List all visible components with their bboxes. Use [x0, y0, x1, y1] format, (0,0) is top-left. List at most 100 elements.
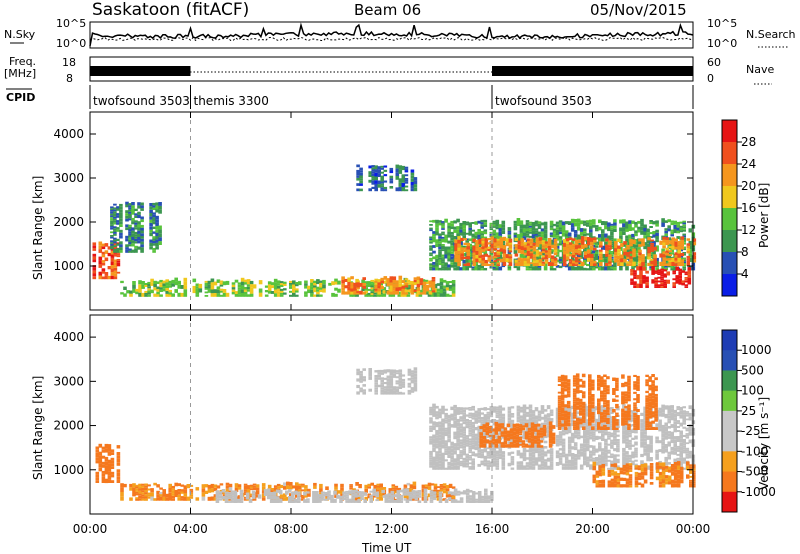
cell-afternoon-band-outer — [625, 235, 629, 239]
cell-ground-scatter-near — [312, 495, 316, 499]
cell-afternoon-band-core — [608, 242, 612, 246]
cell-afternoon-band-outer — [549, 225, 554, 228]
cell-afternoon-band-outer — [552, 223, 557, 227]
cell-near-range-band — [442, 294, 447, 297]
cell-near-range-band — [159, 287, 163, 290]
cell-evening-strong — [675, 275, 679, 280]
cell-afternoon-gs — [456, 454, 460, 458]
cell-evening-strong — [645, 279, 649, 283]
cell-afternoon-gs — [516, 419, 521, 423]
cell-evening-strong — [657, 269, 661, 272]
cell-afternoon-band-outer — [549, 249, 554, 252]
cell-afternoon-band-outer — [610, 235, 614, 238]
cell-afternoon-gs — [531, 451, 536, 455]
cell-midday-strong — [359, 282, 363, 287]
cell-near-range-band — [243, 483, 248, 486]
cell-afternoon-band-core — [665, 250, 669, 253]
cell-arc-3000 — [371, 165, 375, 168]
cell-early-echo — [107, 246, 112, 250]
cell-pre-dawn-patches — [128, 229, 132, 232]
cell-near-range-band — [243, 287, 248, 290]
cell-afternoon-flow — [512, 439, 517, 444]
cell-afternoon-gs — [495, 464, 500, 466]
cell-afternoon-band-core — [487, 255, 492, 258]
cell-early-echo — [104, 461, 109, 466]
cell-afternoon-gs — [507, 410, 512, 414]
cell-evening-strong — [687, 270, 692, 275]
cell-afternoon-band-outer — [432, 245, 436, 248]
cell-afternoon-gs — [498, 448, 503, 451]
cell-afternoon-band-core — [532, 257, 537, 261]
cell-afternoon-gs — [549, 465, 554, 468]
cell-afternoon-gs — [468, 458, 472, 461]
cell-afternoon-band-outer — [441, 263, 445, 266]
cell-afternoon-gs — [438, 447, 442, 451]
cell-evening-strong — [630, 281, 634, 285]
nsearch-label: N.Search — [746, 28, 796, 41]
cell-afternoon-gs — [592, 433, 596, 436]
cell-afternoon-band-outer — [492, 222, 497, 225]
cell-midday-strong — [389, 288, 394, 292]
cell-afternoon-gs — [555, 434, 560, 439]
cell-ground-scatter-near — [393, 500, 398, 503]
y-tick-label: 1000 — [53, 259, 84, 273]
cell-arc-3000 — [410, 169, 415, 173]
cell-afternoon-band-outer — [441, 254, 445, 257]
cell-afternoon-flow — [509, 444, 514, 448]
cell-afternoon-band-outer — [682, 237, 686, 240]
cell-afternoon-gs — [438, 463, 442, 467]
cell-afternoon-band-outer — [534, 228, 539, 231]
cell-near-range-band — [364, 496, 368, 501]
cell-afternoon-gs — [682, 457, 686, 460]
cell-afternoon-gs — [564, 460, 569, 464]
cell-arc-3000 — [386, 388, 391, 392]
cell-afternoon-gs — [558, 443, 563, 446]
cell-afternoon-band-core — [496, 242, 501, 245]
cell-arc-3000 — [359, 180, 363, 184]
cell-afternoon-gs — [576, 457, 581, 460]
cell-near-range-band — [183, 285, 188, 290]
cell-afternoon-gs — [540, 425, 545, 429]
cell-afternoon-gs — [447, 465, 451, 470]
cell-near-range-band — [406, 287, 411, 290]
cell-near-range-band — [421, 279, 426, 283]
cell-afternoon-flow — [482, 424, 487, 429]
cell-afternoon-band-outer — [570, 223, 575, 228]
cell-near-range-band — [270, 285, 275, 289]
cell-afternoon-gs — [676, 420, 680, 423]
cell-afternoon-gs — [610, 409, 614, 412]
cell-near-range-band — [195, 294, 200, 297]
cell-afternoon-band-core — [496, 238, 501, 241]
cell-ground-scatter-near — [294, 490, 298, 495]
cell-afternoon-band-outer — [441, 228, 445, 230]
cell-afternoon-band-core — [478, 252, 482, 256]
cell-afternoon-band-core — [638, 249, 642, 253]
cell-afternoon-band-outer — [607, 235, 611, 240]
cell-early-echo — [104, 456, 109, 462]
cell-afternoon-gs — [592, 453, 596, 456]
cell-afternoon-band-core — [629, 241, 633, 244]
cell-early-echo — [113, 270, 118, 274]
cell-near-range-band — [433, 486, 438, 490]
cell-afternoon-band-core — [517, 257, 522, 262]
cell-afternoon-band-outer — [682, 253, 686, 256]
cell-evening-strong — [666, 271, 670, 276]
cell-afternoon-gs — [486, 454, 491, 457]
cell-afternoon-band-outer — [625, 266, 629, 271]
cell-afternoon-band-outer — [682, 235, 686, 238]
cell-ground-scatter-near — [239, 492, 244, 495]
cell-afternoon-gs — [498, 442, 503, 446]
cell-afternoon-band-outer — [489, 266, 494, 269]
cell-afternoon-gs — [595, 427, 599, 432]
cell-pre-dawn-patches — [119, 249, 123, 253]
cell-near-range-band — [156, 497, 160, 501]
cell-midday-strong — [410, 292, 415, 295]
cell-afternoon-band-outer — [456, 266, 460, 271]
cell-near-range-band — [319, 289, 323, 293]
cell-afternoon-band-outer — [610, 229, 614, 232]
cell-afternoon-flow — [518, 438, 523, 441]
cell-afternoon-band-core — [677, 257, 681, 262]
cell-afternoon-band-outer — [528, 221, 533, 224]
cell-pre-dawn-patches — [155, 202, 159, 206]
cell-near-range-band — [310, 293, 314, 297]
